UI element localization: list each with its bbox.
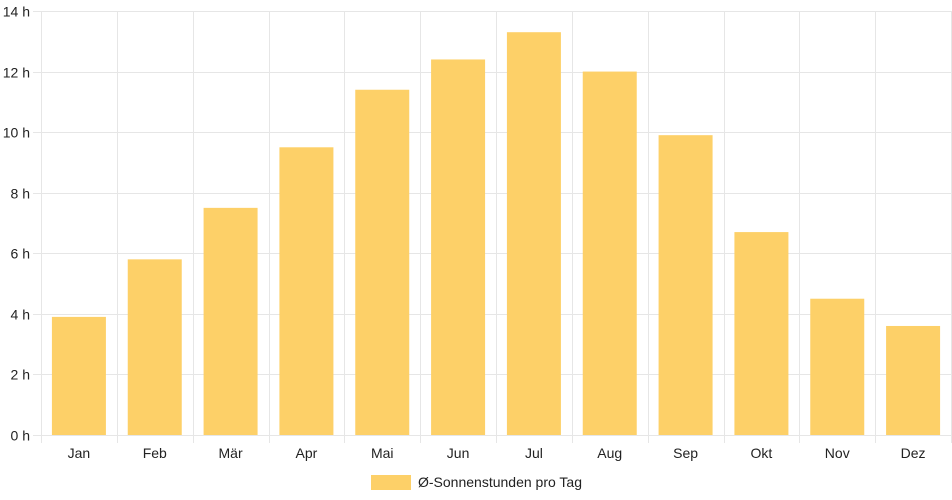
- bar[interactable]: [431, 59, 486, 435]
- bar[interactable]: [279, 147, 334, 436]
- bar[interactable]: [658, 135, 713, 435]
- bar[interactable]: [886, 325, 941, 435]
- y-tick-label: 6 h: [11, 246, 30, 262]
- x-tick-label: Jan: [68, 445, 91, 461]
- x-tick-label: Mär: [219, 445, 243, 461]
- y-tick-label: 2 h: [11, 367, 30, 383]
- x-tick-label: Okt: [751, 445, 773, 461]
- x-tick-label: Jul: [525, 445, 543, 461]
- chart-bars: [51, 32, 941, 436]
- chart-legend[interactable]: Ø-Sonnenstunden pro Tag: [371, 474, 582, 490]
- bar[interactable]: [582, 71, 637, 436]
- y-tick-label: 4 h: [11, 307, 30, 323]
- y-tick-label: 14 h: [3, 4, 30, 20]
- bar[interactable]: [506, 32, 561, 435]
- y-tick-label: 0 h: [11, 428, 30, 444]
- y-tick-label: 8 h: [11, 186, 30, 202]
- bar[interactable]: [355, 89, 410, 435]
- y-tick-label: 10 h: [3, 125, 30, 141]
- y-tick-label: 12 h: [3, 65, 30, 81]
- bar[interactable]: [203, 207, 258, 435]
- x-tick-label: Aug: [597, 445, 622, 461]
- x-tick-label: Sep: [673, 445, 698, 461]
- legend-swatch: [371, 475, 411, 490]
- legend-label: Ø-Sonnenstunden pro Tag: [418, 474, 582, 490]
- x-tick-label: Nov: [825, 445, 850, 461]
- chart-grid: [33, 11, 952, 443]
- bar[interactable]: [51, 316, 106, 435]
- x-tick-label: Dez: [901, 445, 926, 461]
- bar[interactable]: [734, 232, 789, 435]
- x-tick-label: Apr: [296, 445, 318, 461]
- y-axis-ticks: 0 h 2 h 4 h 6 h 8 h 10 h 12 h 14 h: [3, 4, 30, 444]
- bar[interactable]: [127, 259, 182, 435]
- x-tick-label: Feb: [143, 445, 167, 461]
- x-tick-label: Jun: [447, 445, 470, 461]
- x-axis-ticks: Jan Feb Mär Apr Mai Jun Jul Aug Sep Okt Nov Dez: [68, 445, 926, 461]
- x-tick-label: Mai: [371, 445, 394, 461]
- bar[interactable]: [810, 298, 865, 435]
